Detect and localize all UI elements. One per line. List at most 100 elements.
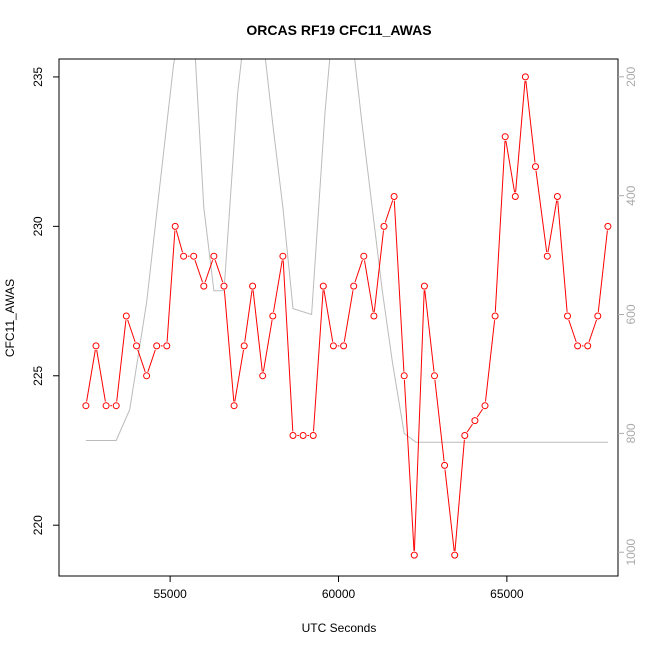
data-point (230, 402, 238, 410)
data-point (269, 312, 277, 320)
data-point (604, 222, 612, 230)
primary-series-segment (535, 170, 548, 253)
y2-tick-label: 600 (624, 304, 638, 324)
y-tick-label: 220 (31, 515, 45, 535)
data-point (441, 461, 449, 469)
primary-series-segment (96, 349, 106, 402)
data-point (180, 252, 188, 260)
primary-series-segment (137, 349, 146, 372)
data-point (451, 551, 459, 559)
data-point (299, 432, 307, 439)
data-point (390, 193, 398, 200)
primary-series-segment (444, 469, 455, 551)
data-point (329, 342, 337, 350)
y2-tick-label: 200 (624, 66, 638, 86)
primary-series-segment (454, 439, 465, 551)
data-point (200, 282, 208, 290)
primary-series-segment (116, 320, 127, 402)
data-point (370, 312, 378, 320)
primary-series-segment (166, 230, 176, 342)
data-point (163, 342, 171, 350)
data-point (431, 372, 438, 380)
data-point (153, 342, 161, 350)
data-point (249, 282, 257, 290)
data-point (259, 372, 267, 380)
primary-series-segment (505, 140, 516, 193)
primary-series-segment (384, 200, 394, 223)
data-point (501, 133, 509, 141)
primary-series-segment (494, 140, 506, 312)
primary-series-segment (175, 230, 183, 253)
data-point (594, 312, 602, 320)
primary-series-segment (588, 319, 597, 343)
primary-series-segment (597, 230, 608, 312)
x-tick-label: 60000 (322, 587, 356, 601)
primary-series-segment (557, 200, 568, 312)
primary-series-segment (252, 290, 263, 372)
x-tick-label: 65000 (490, 587, 524, 601)
data-point (133, 342, 140, 350)
data-point (521, 73, 529, 81)
data-point (380, 222, 388, 230)
data-point (171, 222, 179, 230)
primary-series-segment (424, 290, 435, 372)
data-point (82, 402, 90, 410)
primary-series-segment (313, 290, 324, 432)
primary-series-segment (194, 260, 203, 283)
data-point (511, 193, 519, 200)
y-tick-label: 235 (31, 67, 45, 87)
data-point (289, 432, 297, 439)
data-point (190, 252, 198, 260)
y-tick-label: 225 (31, 365, 45, 385)
primary-series-segment (147, 349, 156, 372)
data-point (410, 551, 418, 559)
primary-series-segment (403, 379, 415, 551)
primary-series-segment (204, 260, 214, 283)
data-point (279, 252, 287, 260)
y2-tick-label: 400 (624, 185, 638, 205)
primary-series-segment (364, 260, 374, 312)
data-point (350, 282, 358, 290)
primary-series-segment (86, 349, 96, 402)
data-point (532, 163, 539, 171)
primary-series-segment (354, 260, 363, 283)
data-point (481, 402, 489, 410)
primary-series-segment (476, 408, 484, 418)
data-point (360, 252, 368, 260)
data-point (319, 282, 327, 290)
data-point (564, 312, 571, 320)
data-point (420, 282, 428, 290)
data-point (92, 342, 100, 350)
primary-series-segment (214, 260, 224, 283)
data-point (210, 252, 218, 260)
x-axis-label: UTC Seconds (302, 621, 377, 635)
data-point (240, 342, 248, 350)
data-point (491, 312, 499, 320)
primary-series-segment (323, 290, 334, 342)
data-point (584, 342, 592, 350)
data-point (461, 432, 469, 439)
primary-series-segment (234, 349, 244, 402)
y-axis-label: CFC11_AWAS (3, 279, 17, 357)
primary-series-segment (547, 200, 558, 253)
primary-series-segment (273, 260, 283, 312)
primary-series-segment (568, 319, 577, 343)
y2-tick-label: 1000 (624, 539, 638, 566)
primary-series-segment (373, 230, 384, 312)
primary-series-segment (393, 200, 405, 372)
data-point (471, 417, 479, 425)
data-point (543, 252, 551, 260)
y2-tick-label: 800 (624, 423, 638, 443)
data-point (220, 282, 228, 290)
primary-series-segment (466, 423, 473, 433)
data-point (340, 342, 348, 350)
primary-series-segment (282, 260, 294, 432)
primary-series-segment (515, 81, 526, 193)
data-point (574, 342, 582, 350)
data-point (112, 402, 120, 410)
primary-series-segment (244, 290, 253, 342)
data-point (122, 312, 130, 320)
data-point (102, 402, 110, 410)
